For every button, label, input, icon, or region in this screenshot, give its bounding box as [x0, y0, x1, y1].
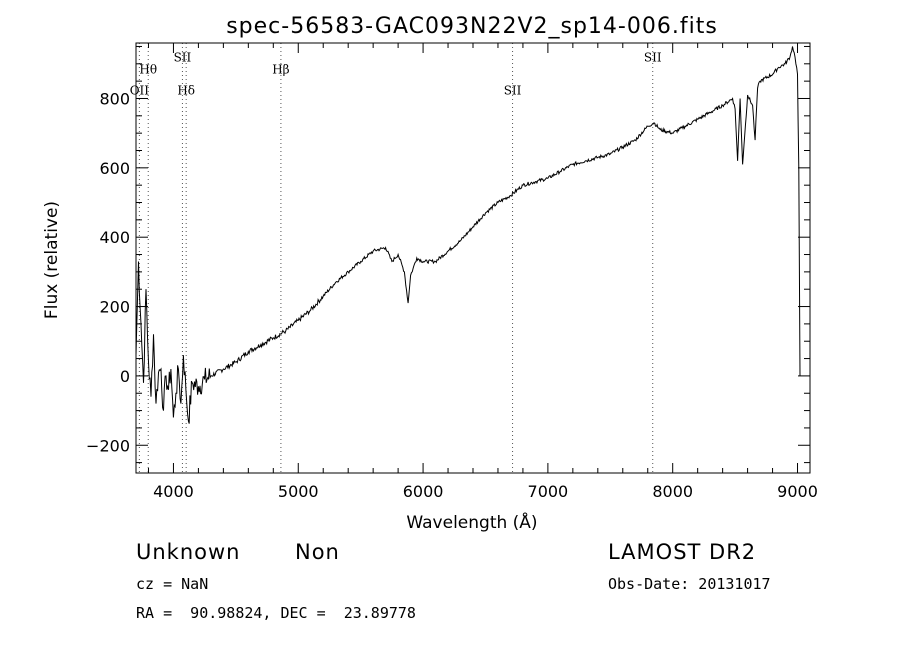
y-tick-label: 800	[99, 89, 130, 108]
chart-title: spec-56583-GAC093N22V2_sp14-006.fits	[226, 14, 718, 39]
line-label: SII	[174, 51, 192, 65]
coordinates-label: RA = 90.98824, DEC = 23.89778	[136, 604, 416, 622]
y-tick-label: −200	[86, 436, 130, 455]
survey-label: LAMOST DR2	[608, 540, 757, 564]
y-tick-label: 200	[99, 298, 130, 317]
spectrum-line	[135, 46, 801, 424]
x-axis-label: Wavelength (Å)	[406, 511, 537, 533]
emission-lines: OII Hθ SII Hδ Hβ SII SII	[130, 43, 662, 473]
y-tick-label: 400	[99, 228, 130, 247]
line-label: Hδ	[177, 83, 195, 97]
y-axis-label: Flux (relative)	[42, 201, 62, 319]
subclass-label: Non	[295, 540, 340, 564]
line-label: SII	[504, 83, 522, 97]
plot-frame	[135, 42, 811, 474]
spectrum-series	[135, 46, 801, 424]
line-label: SII	[644, 51, 662, 65]
axis-tick-labels: 4000 5000 6000 7000 8000 9000 −200 0 200 400 600 80…	[86, 89, 818, 501]
line-label: OII	[130, 83, 150, 97]
y-tick-label: 600	[99, 159, 130, 178]
x-tick-label: 8000	[652, 482, 693, 501]
x-tick-label: 9000	[777, 482, 818, 501]
axis-ticks	[136, 43, 810, 473]
redshift-label: cz = NaN	[136, 575, 209, 593]
x-tick-label: 6000	[403, 482, 444, 501]
y-tick-label: 0	[120, 367, 130, 386]
x-tick-label: 5000	[278, 482, 319, 501]
classification-label: Unknown	[136, 540, 241, 564]
line-label: Hθ	[139, 63, 157, 77]
x-tick-label: 7000	[528, 482, 569, 501]
x-tick-label: 4000	[153, 482, 194, 501]
obs-date-label: Obs-Date: 20131017	[608, 575, 771, 593]
line-label: Hβ	[272, 63, 289, 77]
